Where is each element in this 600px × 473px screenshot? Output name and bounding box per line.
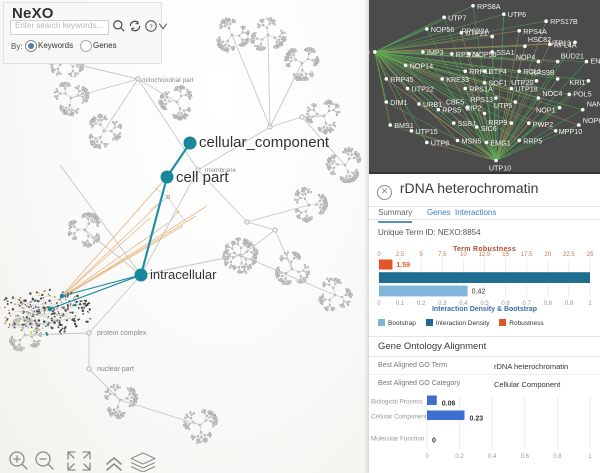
svg-text:0: 0 (432, 438, 436, 445)
svg-text:SSA1: SSA1 (496, 48, 514, 57)
svg-text:PWP2: PWP2 (533, 120, 553, 129)
svg-text:NOP58: NOP58 (473, 50, 497, 59)
svg-text:0.42: 0.42 (472, 289, 486, 296)
svg-text:0.6: 0.6 (521, 454, 530, 460)
svg-text:22.5: 22.5 (563, 252, 575, 258)
svg-text:UTP18: UTP18 (515, 85, 537, 94)
svg-text:DIM1: DIM1 (390, 98, 407, 107)
svg-text:ENP1: ENP1 (591, 57, 600, 66)
svg-text:UTP5: UTP5 (494, 101, 512, 110)
svg-text:0.4: 0.4 (488, 454, 497, 460)
svg-text:RRP45: RRP45 (390, 75, 413, 84)
svg-text:UTP22: UTP22 (412, 85, 434, 94)
svg-text:HSC82: HSC82 (528, 35, 551, 44)
svg-text:25: 25 (587, 252, 594, 258)
svg-text:MPP10: MPP10 (559, 127, 583, 136)
svg-text:RPS17B: RPS17B (550, 17, 578, 26)
svg-text:MSN5: MSN5 (462, 136, 482, 145)
svg-text:NOC4: NOC4 (542, 89, 562, 98)
svg-text:DIP2: DIP2 (466, 104, 482, 113)
svg-text:RPS8A: RPS8A (477, 2, 501, 11)
svg-text:15: 15 (502, 252, 509, 258)
svg-text:URB1: URB1 (423, 100, 442, 109)
svg-text:20: 20 (544, 252, 551, 258)
svg-text:BUD21: BUD21 (561, 52, 584, 61)
svg-text:10: 10 (460, 252, 467, 258)
svg-text:NOP14: NOP14 (410, 61, 434, 70)
svg-text:KRI1: KRI1 (569, 78, 585, 87)
svg-text:IMP3: IMP3 (427, 48, 444, 57)
svg-text:NAN1: NAN1 (587, 100, 600, 109)
svg-text:0.06: 0.06 (442, 401, 456, 408)
svg-text:1: 1 (588, 454, 592, 460)
svg-text:NOP6: NOP6 (583, 116, 600, 125)
svg-text:RRP5: RRP5 (523, 136, 542, 145)
svg-text:UTP9: UTP9 (369, 48, 370, 57)
svg-text:UTP6: UTP6 (508, 10, 526, 19)
svg-text:Cellular Component: Cellular Component (371, 414, 427, 421)
svg-text:Biological Process: Biological Process (371, 399, 422, 406)
svg-text:RPL4A: RPL4A (554, 40, 577, 49)
svg-text:1.59: 1.59 (396, 262, 410, 269)
svg-text:SIC6: SIC6 (481, 124, 497, 133)
svg-text:SOF1: SOF1 (489, 79, 508, 88)
svg-text:2.5: 2.5 (396, 252, 405, 258)
svg-text:UTP4: UTP4 (489, 67, 507, 76)
svg-text:POL5: POL5 (573, 89, 591, 98)
svg-text:BMS1: BMS1 (394, 121, 414, 130)
svg-text:RPS5: RPS5 (442, 106, 461, 115)
svg-text:0: 0 (425, 454, 429, 460)
svg-text:0.8: 0.8 (553, 454, 562, 460)
svg-text:NOP1: NOP1 (536, 106, 556, 115)
svg-text:SSB1: SSB1 (458, 119, 476, 128)
svg-text:UTP7: UTP7 (448, 13, 466, 22)
svg-text:NOP4: NOP4 (516, 53, 536, 62)
svg-text:UTP15: UTP15 (415, 127, 437, 136)
svg-text:KRE33: KRE33 (446, 75, 469, 84)
svg-text:7.5: 7.5 (438, 252, 447, 258)
svg-text:NOP56: NOP56 (431, 25, 455, 34)
svg-text:RPS9B: RPS9B (531, 68, 555, 77)
svg-text:Molecular Function: Molecular Function (371, 436, 425, 443)
svg-text:0.23: 0.23 (469, 416, 483, 423)
svg-text:RPS22A: RPS22A (462, 27, 490, 36)
svg-text:17.5: 17.5 (521, 252, 533, 258)
svg-text:?: ? (149, 24, 153, 30)
svg-text:0.2: 0.2 (455, 454, 464, 460)
svg-text:12.5: 12.5 (479, 252, 491, 258)
svg-text:UTP10: UTP10 (489, 164, 511, 173)
svg-text:UTP8: UTP8 (431, 138, 449, 147)
svg-text:EMG1: EMG1 (490, 138, 510, 147)
